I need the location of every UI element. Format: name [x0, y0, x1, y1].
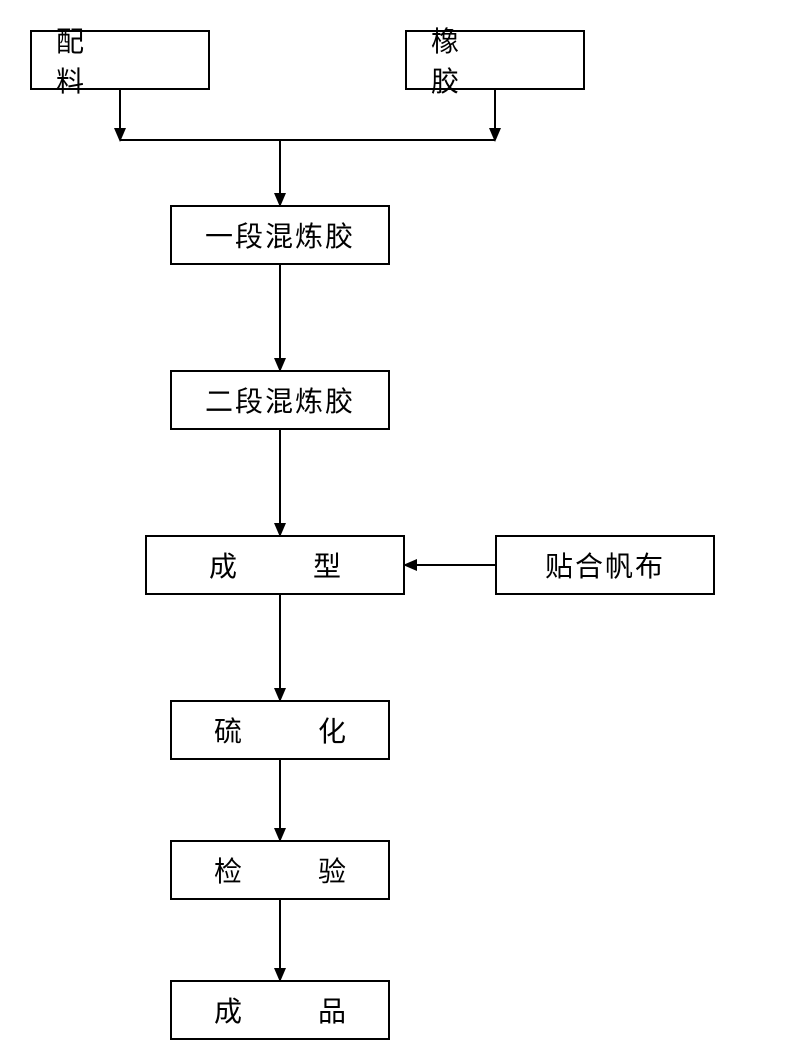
node-mix-stage-1: 一段混炼胶 — [170, 205, 390, 265]
node-inspect: 检 验 — [170, 840, 390, 900]
flowchart-edges — [0, 0, 800, 1056]
node-vulcanize: 硫 化 — [170, 700, 390, 760]
flowchart-canvas: 配 料 橡 胶 一段混炼胶 二段混炼胶 成 型 贴合帆布 硫 化 检 验 成 品 — [0, 0, 800, 1056]
node-forming: 成 型 — [145, 535, 405, 595]
node-mix-stage-2: 二段混炼胶 — [170, 370, 390, 430]
node-canvas-laminate: 贴合帆布 — [495, 535, 715, 595]
node-product: 成 品 — [170, 980, 390, 1040]
node-ingredients: 配 料 — [30, 30, 210, 90]
node-rubber: 橡 胶 — [405, 30, 585, 90]
